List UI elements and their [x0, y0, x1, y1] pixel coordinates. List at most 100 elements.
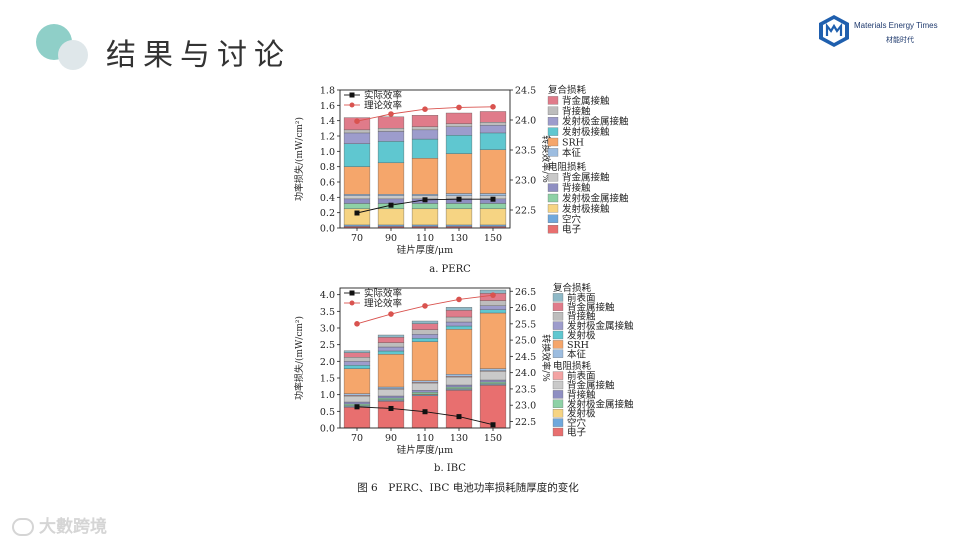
y-tick-label: 1.2 — [320, 132, 335, 143]
bar-segment — [479, 385, 507, 429]
bar-segment — [445, 321, 473, 327]
legend-item-label: 背接触 — [567, 311, 596, 323]
y-tick-label: 0.2 — [320, 208, 335, 219]
legend-swatch — [552, 399, 564, 408]
bar-segment — [445, 384, 473, 388]
y-tick-label: 1.0 — [320, 390, 335, 401]
y2-tick-label: 24.5 — [515, 86, 536, 97]
bar-segment — [445, 307, 473, 311]
y-tick-label: 1.6 — [320, 101, 335, 112]
efficiency-point — [490, 422, 496, 428]
x-axis-label: 硅片厚度/μm — [397, 244, 453, 256]
legend-swatch — [547, 148, 559, 157]
bar-segment — [445, 123, 473, 127]
y-tick-label: 2.5 — [320, 340, 335, 351]
figure-caption: 图 6 PERC、IBC 电池功率损耗随厚度的变化 — [357, 481, 579, 494]
legend-swatch — [547, 214, 559, 223]
bar-segment — [479, 111, 507, 123]
legend-swatch — [552, 427, 564, 437]
efficiency-point — [422, 106, 428, 112]
bar-segment — [479, 125, 507, 134]
subcaption-ibc: b. IBC — [434, 463, 466, 474]
legend-line-label: 理论效率 — [364, 298, 403, 310]
legend-item-label: 发射极接触 — [562, 126, 610, 138]
efficiency-point — [422, 409, 428, 415]
legend-swatch — [552, 293, 564, 302]
bar-segment — [411, 158, 439, 195]
x-tick-label: 150 — [484, 433, 502, 444]
y-axis-label: 功率损失/(mW/cm²) — [293, 117, 305, 201]
efficiency-point — [354, 210, 360, 216]
bar-segment — [343, 203, 371, 210]
bar-segment — [377, 208, 405, 226]
bar-segment — [445, 208, 473, 226]
bar-segment — [479, 305, 507, 310]
legend-item-label: 发射极 — [567, 330, 596, 342]
bar-segment — [479, 381, 507, 384]
bar-segment — [411, 392, 439, 395]
plot-frame — [339, 89, 511, 229]
bar-segment — [411, 380, 439, 383]
legend-item-label: 发射极金属接触 — [562, 193, 629, 205]
legend-item-label: 背接触 — [562, 105, 591, 117]
legend-item-label: 本征 — [567, 348, 587, 360]
logo-chinese-name: 材能时代 — [886, 36, 914, 44]
y2-axis-label: 转换效率/% — [540, 334, 552, 382]
y2-tick-label: 24.0 — [515, 116, 536, 127]
efficiency-point — [422, 303, 428, 309]
bar-segment — [377, 401, 405, 429]
y-tick-label: 2.0 — [320, 357, 335, 368]
bar-segment — [377, 346, 405, 352]
bar-segment — [445, 153, 473, 194]
bar-segment — [411, 203, 439, 210]
watermark-text: 大數跨境 — [39, 517, 107, 537]
y-tick-label: 1.0 — [320, 147, 335, 158]
legend-item-label: SRH — [567, 340, 589, 351]
efficiency-point — [456, 104, 462, 111]
legend-swatch — [552, 380, 564, 390]
efficiency-point — [490, 104, 496, 110]
bar-segment — [479, 208, 507, 226]
legend-swatch — [547, 193, 559, 203]
bar-segment — [411, 395, 439, 429]
legend-item-label: 空穴 — [562, 213, 582, 225]
y-tick-label: 1.5 — [320, 374, 335, 385]
legend-swatch — [552, 349, 564, 358]
x-tick-label: 130 — [450, 233, 468, 244]
y-tick-label: 1.4 — [320, 116, 335, 127]
bar-segment — [445, 135, 473, 154]
bar-segment — [411, 341, 439, 381]
legend-swatch — [547, 173, 559, 182]
bar-segment — [411, 208, 439, 226]
cube-logo-icon — [819, 15, 849, 47]
bar-segment — [377, 389, 405, 397]
legend-item-label: 背金属接触 — [562, 95, 610, 107]
bar-segment — [411, 323, 439, 330]
y-tick-label: 3.0 — [320, 324, 335, 335]
x-tick-label: 90 — [385, 433, 397, 444]
subcaption-perc: a. PERC — [429, 264, 471, 275]
legend-group-title: 电阻损耗 — [548, 161, 587, 173]
bar-segment — [343, 132, 371, 144]
legend-swatch — [552, 340, 564, 349]
slide-title: 结果与讨论 — [106, 38, 291, 73]
legend-swatch — [547, 183, 559, 192]
legend-item-label: SRH — [562, 138, 584, 149]
legend-line-label: 实际效率 — [364, 288, 403, 300]
bar-segment — [377, 195, 405, 200]
legend-swatch — [552, 321, 564, 330]
y-tick-label: 3.5 — [320, 307, 335, 318]
legend-swatch — [552, 302, 564, 311]
legend-swatch — [552, 418, 564, 427]
bar-segment — [479, 309, 507, 314]
bar-segment — [377, 386, 405, 389]
y2-tick-label: 25.0 — [515, 336, 536, 347]
efficiency-point — [388, 111, 394, 117]
legend-swatch — [547, 137, 559, 147]
legend-item-label: 电子 — [567, 427, 587, 439]
bar-segment — [445, 310, 473, 318]
bar-segment — [377, 194, 405, 196]
chart-perc: 70 90 110 130 150 0.0 0.2 0.4 0.6 0.8 1.0 1.2 1.4 1.6… — [293, 84, 629, 256]
y-tick-label: 0.0 — [320, 224, 335, 235]
